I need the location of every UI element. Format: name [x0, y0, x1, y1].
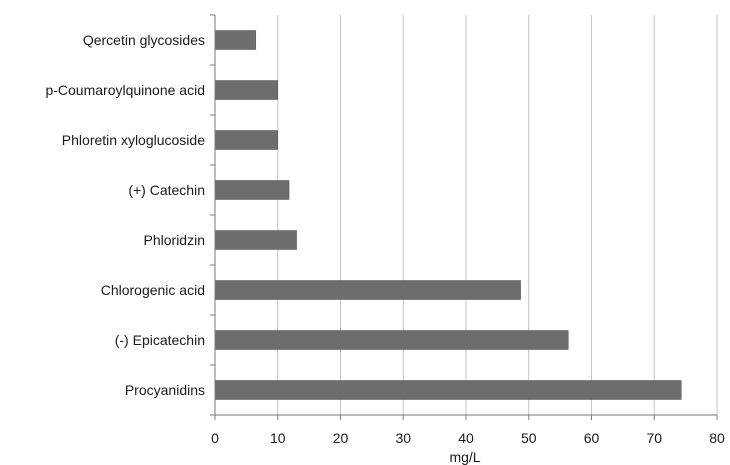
category-label: p-Coumaroylquinone acid: [45, 82, 205, 98]
bar: [214, 30, 257, 50]
x-tick-label: 0: [211, 430, 219, 446]
x-tick-label: 60: [584, 430, 600, 446]
x-tick-label: 70: [646, 430, 662, 446]
gridlines: [277, 15, 718, 415]
bar: [214, 80, 278, 100]
category-label: Chlorogenic acid: [101, 282, 205, 298]
axes: [210, 14, 718, 420]
x-tick-label: 10: [270, 430, 286, 446]
x-tick-label: 80: [709, 430, 725, 446]
x-tick-label: 30: [395, 430, 411, 446]
category-label: (-) Epicatechin: [115, 332, 205, 348]
bars: [214, 30, 682, 400]
x-tick-label: 40: [458, 430, 474, 446]
bar: [214, 280, 521, 300]
x-tick-label: 20: [333, 430, 349, 446]
category-label: (+) Catechin: [128, 182, 205, 198]
bar: [214, 130, 278, 150]
category-label: Procyanidins: [125, 382, 205, 398]
bar: [214, 380, 682, 400]
category-labels: Qercetin glycosides p-Coumaroylquinone ac…: [45, 32, 205, 398]
category-label: Qercetin glycosides: [83, 32, 205, 48]
x-tick-label: 50: [521, 430, 537, 446]
bar: [214, 230, 297, 250]
category-label: Phloretin xyloglucoside: [62, 132, 205, 148]
x-axis-title: mg/L: [449, 449, 480, 465]
x-tick-labels: 0 10 20 30 40 50 60 70 80: [211, 430, 725, 446]
category-label: Phloridzin: [144, 232, 205, 248]
bar: [214, 330, 569, 350]
bar: [214, 180, 290, 200]
